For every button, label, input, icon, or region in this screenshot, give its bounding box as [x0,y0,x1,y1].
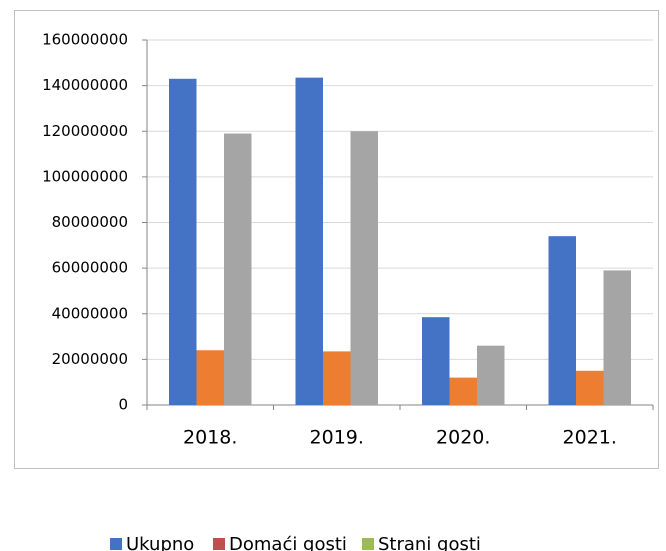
bar [576,370,604,405]
legend-label: Domaći gosti [229,534,347,551]
bar [350,131,378,405]
x-tick-label: 2021. [563,427,617,449]
bar [295,77,323,405]
bar [323,351,351,405]
x-tick-label: 2020. [436,427,490,449]
bar [603,270,631,405]
legend-label: Ukupno [126,534,194,551]
y-tick-label: 80000000 [52,213,128,231]
bar [548,236,576,405]
legend-swatch [362,538,374,550]
bar [196,350,224,405]
y-tick-label: 120000000 [42,122,128,140]
y-tick-label: 160000000 [42,31,128,49]
y-tick-label: 20000000 [52,350,128,368]
bar [224,133,252,405]
legend-swatch [110,538,122,550]
y-tick-label: 140000000 [42,76,128,94]
x-tick-label: 2018. [183,427,237,449]
legend-label: Strani gosti [378,534,481,551]
y-tick-label: 40000000 [52,304,128,322]
bar [449,377,477,405]
bar [169,78,197,405]
bar [477,345,505,405]
y-tick-label: 60000000 [52,259,128,277]
legend-swatch [213,538,225,550]
y-tick-label: 0 [118,396,128,414]
x-tick-label: 2019. [310,427,364,449]
bar [422,317,450,405]
y-tick-label: 100000000 [42,167,128,185]
